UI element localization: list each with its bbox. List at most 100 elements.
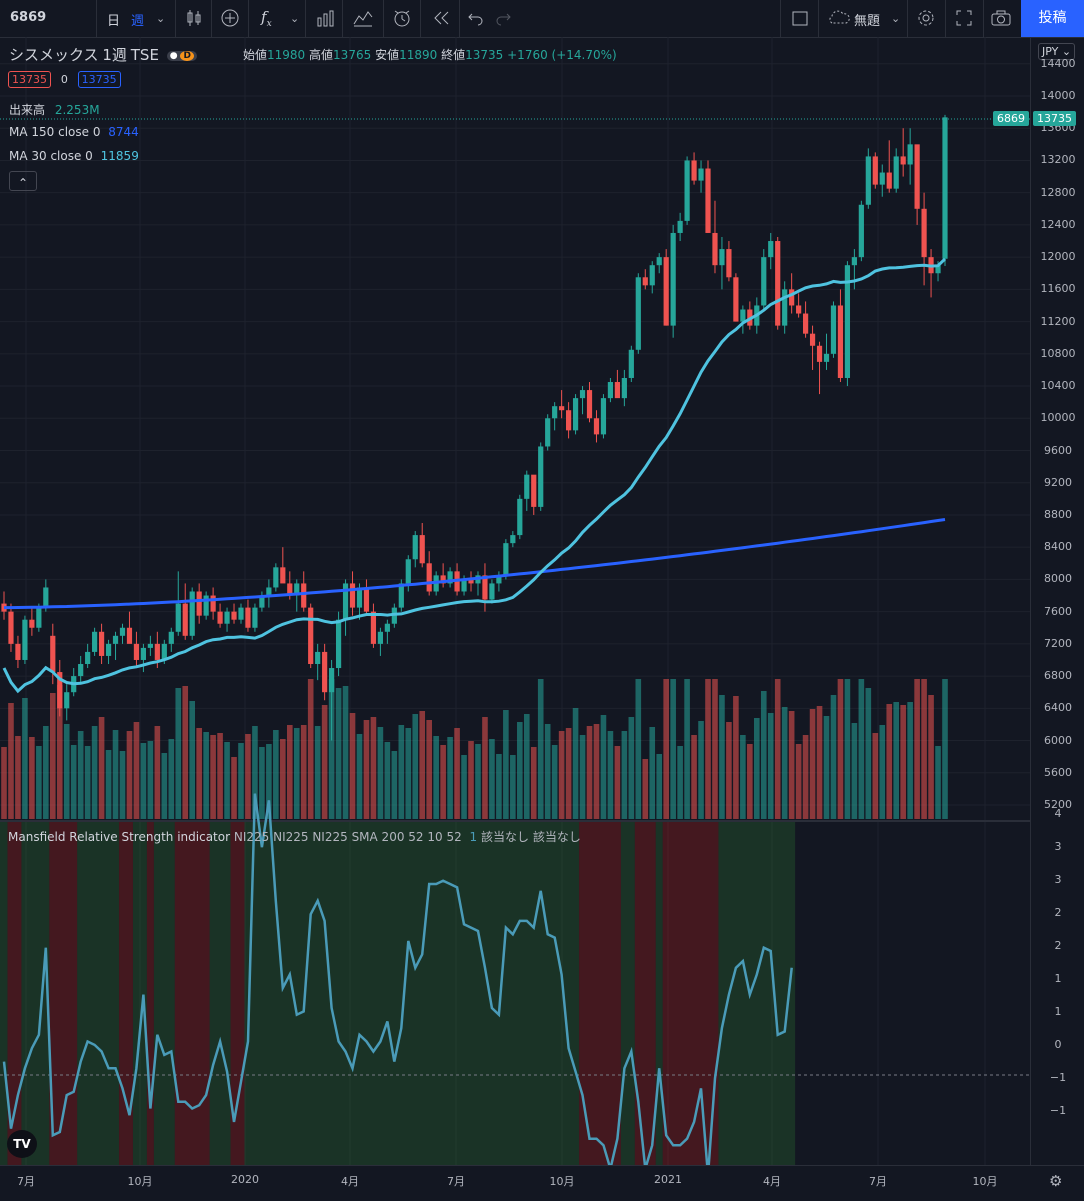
candle-body (921, 208, 927, 258)
divider (96, 0, 97, 37)
replay-chart-icon[interactable] (352, 8, 374, 32)
candle-body (92, 631, 98, 652)
add-indicator-icon[interactable] (220, 8, 240, 32)
indicator-legend[interactable]: Mansfield Relative Strength indicator NI… (8, 828, 581, 845)
volume-bar (649, 727, 656, 819)
divider (248, 0, 249, 37)
volume-bar (384, 742, 391, 819)
ma30-label: MA 30 close 0 (9, 149, 93, 163)
volume-bar (551, 745, 558, 819)
data-toggle-icon[interactable]: ● D (166, 51, 197, 61)
candle-body (907, 144, 913, 165)
interval-day-button[interactable]: 日 (107, 14, 121, 29)
candle-body (105, 643, 112, 656)
volume-bar (286, 725, 293, 819)
chevron-down-icon[interactable]: ⌄ (891, 12, 901, 25)
ma150-legend[interactable]: MA 150 close 0 8744 (9, 125, 139, 139)
candle-body (315, 651, 321, 665)
expand-icon[interactable] (954, 8, 974, 32)
chevron-down-icon[interactable]: ⌄ (290, 12, 300, 25)
candle-body (517, 498, 523, 536)
candle-body (886, 172, 892, 189)
volume-legend[interactable]: 出来高 2.253M (9, 101, 100, 118)
publish-button[interactable]: 投稿 (1021, 0, 1084, 37)
ma30-value: 11859 (100, 149, 139, 163)
candle-body (50, 635, 56, 673)
indicators-fx-icon[interactable]: fx (261, 8, 272, 29)
layout-name[interactable]: 無題 (854, 14, 881, 29)
rewind-icon[interactable] (432, 8, 450, 32)
volume-bar (586, 726, 593, 819)
candle-body (419, 535, 425, 564)
rs-tick-label: 3 (1054, 840, 1062, 853)
symbol-search[interactable]: 6869 (10, 10, 47, 25)
rs-tick-label: 4 (1054, 807, 1062, 820)
volume-bar (893, 702, 900, 819)
candle-body (566, 410, 572, 431)
volume-bar (837, 679, 844, 819)
volume-bar (447, 737, 453, 819)
camera-icon[interactable] (990, 8, 1012, 32)
volume-bar (440, 745, 446, 819)
candle-type-icon[interactable] (185, 8, 203, 32)
volume-bar (56, 685, 63, 819)
alarm-clock-icon[interactable] (392, 8, 412, 32)
interval-week-button[interactable]: 週 (131, 14, 145, 29)
volume-bar (726, 722, 732, 819)
volume-value: 2.253M (54, 103, 100, 117)
redo-icon[interactable] (494, 8, 512, 32)
chevron-down-icon[interactable]: ⌄ (156, 12, 166, 25)
high-value: 13765 (333, 48, 372, 62)
bid-chip[interactable]: 13735 (8, 71, 51, 88)
compare-bars-icon[interactable] (316, 8, 336, 32)
ma30-legend[interactable]: MA 30 close 0 11859 (9, 149, 139, 163)
volume-bar (830, 695, 837, 819)
candle-body (231, 611, 237, 620)
candle-body (182, 603, 188, 636)
candle-body (426, 563, 432, 592)
candle-body (691, 160, 697, 181)
price-tick-label: 10400 (1040, 379, 1076, 393)
volume-bar (426, 720, 432, 819)
price-tick-label: 11600 (1040, 282, 1076, 296)
cloud-icon[interactable] (826, 8, 852, 32)
chart-area[interactable] (0, 37, 1030, 1165)
tradingview-logo[interactable]: TV (7, 1130, 37, 1158)
gear-icon[interactable] (915, 8, 937, 32)
candle-body (405, 559, 411, 584)
security-name[interactable]: シスメックス (9, 46, 99, 64)
time-axis[interactable]: ⚙ 7月 10月 2020 4月 7月 10月 2021 4月 7月 10月 (0, 1165, 1084, 1201)
volume-bar (823, 716, 830, 819)
candle-body (85, 651, 91, 665)
volume-bar (412, 714, 419, 819)
candle-body (635, 277, 641, 350)
volume-bar (314, 726, 321, 819)
volume-bar (224, 742, 230, 819)
fullscreen-square-icon[interactable] (790, 8, 810, 32)
ask-chip[interactable]: 13735 (77, 71, 121, 88)
collapse-legend-button[interactable]: ⌃ (9, 171, 37, 191)
candle-body (614, 382, 620, 399)
undo-icon[interactable] (467, 8, 485, 32)
price-tick-label: 9200 (1044, 475, 1072, 489)
volume-bar (544, 724, 551, 819)
rs-tick-label: 3 (1054, 873, 1062, 886)
currency-selector[interactable]: JPY ⌄ (1038, 43, 1076, 60)
currency-label: JPY (1042, 45, 1059, 58)
volume-bar (802, 735, 809, 819)
candle-body (468, 579, 474, 584)
candle-body (15, 643, 21, 660)
candle-body (266, 587, 272, 596)
candle-body (649, 265, 655, 286)
candle-body (942, 117, 948, 259)
gear-icon[interactable]: ⚙ (1049, 1172, 1063, 1190)
price-tick-label: 7200 (1044, 636, 1072, 650)
legend-header: シスメックス 1週 TSE ● D (9, 44, 197, 65)
candle-body (161, 643, 167, 660)
candle-body (559, 406, 565, 411)
price-axis[interactable]: JPY ⌄ 14400 14000 13600 13200 12800 12400 1200… (1030, 37, 1084, 1165)
candle-body (482, 575, 488, 600)
candle-body (782, 289, 788, 326)
ma30-line (2, 257, 947, 694)
volume-bar (168, 739, 175, 819)
